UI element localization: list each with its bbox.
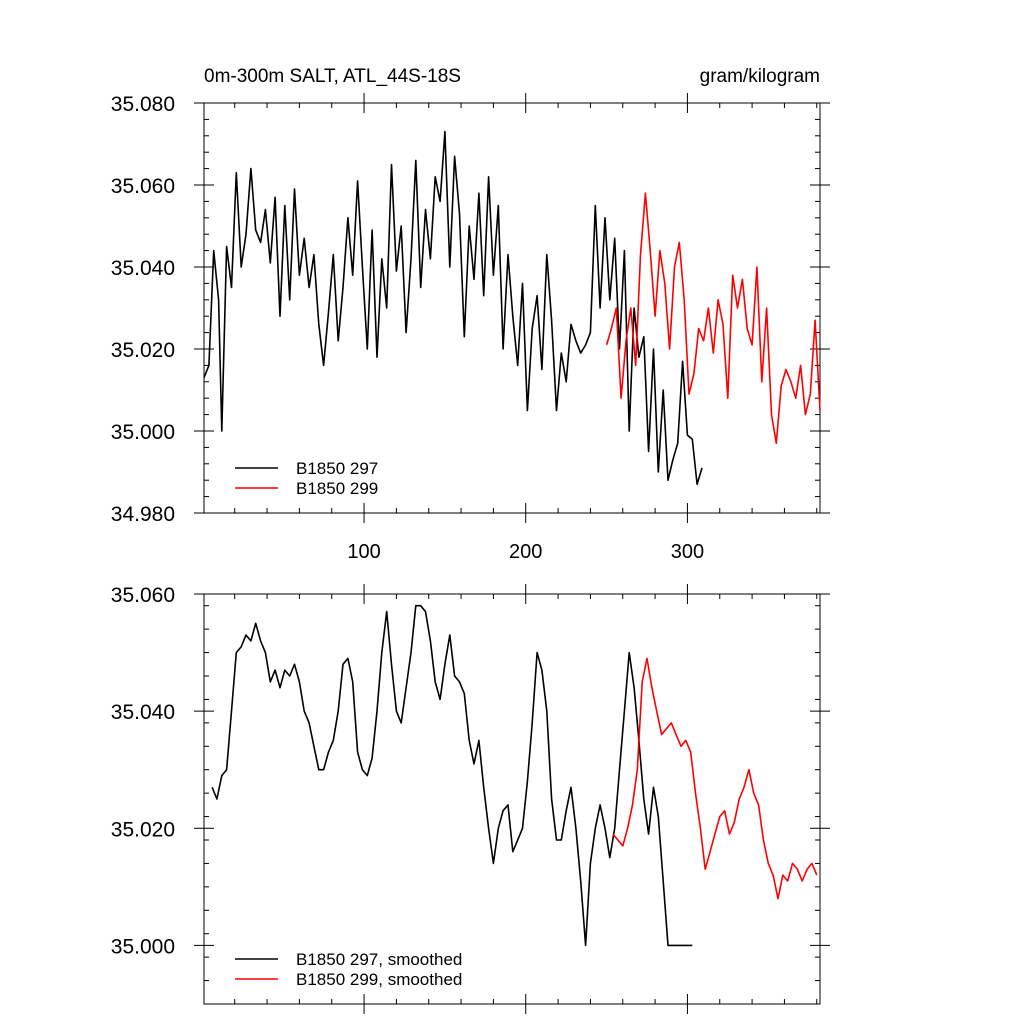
bottom-series-line-b1850-297 — [211, 604, 693, 947]
top-series-line-b1850-297 — [203, 130, 703, 486]
bottom-panel: 35.000 35.020 35.040 35.060 B1850 297, smoot… — [111, 584, 830, 1014]
top-x-tick-label: 200 — [509, 541, 542, 563]
bottom-series-line-b1850-299 — [612, 657, 818, 900]
bottom-y-tick-label: 35.040 — [111, 701, 175, 724]
top-y-tick-label: 35.060 — [111, 175, 175, 198]
bottom-plot-frame — [203, 593, 821, 1005]
units-label: gram/kilogram — [700, 66, 820, 87]
top-legend-label: B1850 297 — [296, 459, 378, 478]
top-y-tick-label: 35.080 — [111, 93, 175, 116]
bottom-y-tick-label: 35.060 — [111, 584, 175, 607]
chart-title: 0m-300m SALT, ATL_44S-18S — [204, 66, 461, 87]
top-y-tick-label: 35.020 — [111, 339, 175, 362]
top-plot-frame — [203, 102, 821, 514]
top-y-tick-label: 35.000 — [111, 421, 175, 444]
top-series-line-b1850-299 — [605, 192, 821, 445]
bottom-y-tick-label: 35.020 — [111, 818, 175, 841]
top-panel: 100 200 300 34.980 35.000 35.020 35.040 35.060 3… — [111, 93, 830, 563]
top-x-tick-label: 300 — [671, 541, 704, 563]
top-y-tick-label: 34.980 — [111, 503, 175, 526]
bottom-legend-label: B1850 297, smoothed — [296, 950, 462, 969]
top-x-tick-label: 100 — [347, 541, 380, 563]
top-y-tick-label: 35.040 — [111, 257, 175, 280]
bottom-legend-label: B1850 299, smoothed — [296, 970, 462, 989]
top-legend-label: B1850 299 — [296, 479, 378, 498]
bottom-y-tick-label: 35.000 — [111, 935, 175, 958]
